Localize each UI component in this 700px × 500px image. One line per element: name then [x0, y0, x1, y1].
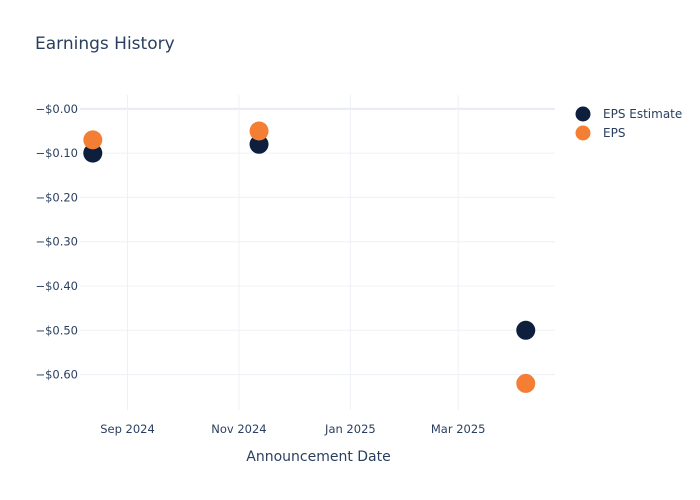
y-tick-label: −$0.30: [35, 235, 78, 249]
x-tick-label: Sep 2024: [100, 422, 155, 436]
x-tick-label: Nov 2024: [211, 422, 266, 436]
y-tick-label: −$0.20: [35, 190, 78, 204]
y-tick-label: −$0.10: [35, 146, 78, 160]
legend-marker: [575, 125, 591, 141]
x-tick-label: Mar 2025: [431, 422, 486, 436]
data-point-eps-estimate: [249, 134, 269, 154]
y-tick-label: −$0.50: [35, 323, 78, 337]
data-point-eps-estimate: [516, 320, 536, 340]
y-tick-label: −$0.40: [35, 279, 78, 293]
y-tick-label: −$0.00: [35, 102, 78, 116]
data-point-eps-estimate: [83, 143, 103, 163]
legend-marker: [575, 106, 591, 122]
chart-title: Earnings History: [35, 34, 175, 54]
y-tick-label: −$0.60: [35, 368, 78, 382]
data-point-eps: [249, 121, 269, 141]
legend-label: EPS Estimate: [603, 107, 682, 121]
x-tick-label: Jan 2025: [324, 422, 376, 436]
data-point-eps: [516, 373, 536, 393]
legend-label: EPS: [603, 126, 625, 140]
x-axis-title: Announcement Date: [246, 449, 390, 465]
data-point-eps: [83, 130, 103, 150]
